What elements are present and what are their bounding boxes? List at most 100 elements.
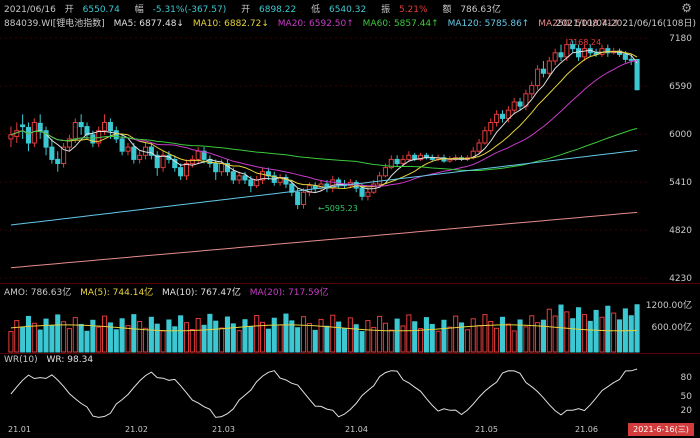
high-label: 开 6898.22 — [241, 5, 297, 15]
wr10-label: WR(10) — [4, 355, 38, 365]
volume-bar — [540, 319, 546, 353]
ma120-label: MA120: 5785.86↑ — [447, 19, 530, 29]
volume-bar — [137, 320, 143, 353]
volume-ma-line — [10, 324, 638, 332]
volume-bar — [494, 327, 500, 353]
low-marker: ←5095.23 — [318, 204, 358, 213]
wr-bar: WR(10) WR: 98.34 — [4, 355, 99, 365]
candle-body — [230, 171, 236, 181]
volume-bar — [96, 326, 102, 353]
volume-bar — [160, 330, 166, 353]
volume-bar — [482, 314, 488, 353]
candle-body — [289, 183, 295, 193]
candle-body — [359, 187, 365, 197]
candle-body — [61, 146, 67, 165]
candle-body — [634, 58, 640, 91]
volume-bar — [178, 315, 184, 353]
x-label: 21.05 — [475, 425, 498, 434]
candle-body — [546, 60, 552, 74]
volume-bar — [31, 322, 37, 353]
quote-header: 2021/06/16 开 6550.74 幅 -5.31%(-367.57) 开… — [4, 2, 513, 15]
price-tick: 7180 — [669, 34, 692, 44]
volume-bar — [236, 330, 242, 353]
volume-bar — [55, 314, 61, 353]
candle-body — [43, 130, 49, 148]
volume-bar — [283, 313, 289, 353]
volume-bar — [260, 321, 266, 353]
candle-body — [447, 158, 453, 162]
volume-bar — [470, 318, 476, 353]
volume-bar — [20, 326, 26, 353]
volume-bar — [330, 314, 336, 353]
candle-body — [581, 48, 587, 58]
index-title: 884039.WI[锂电池指数] — [4, 19, 105, 29]
candle-body — [558, 52, 564, 58]
candle-body — [102, 121, 108, 132]
volume-bar — [254, 315, 260, 353]
volume-bar — [66, 328, 72, 353]
volume-bar — [365, 320, 371, 353]
open-label: 开 6550.74 — [64, 5, 120, 15]
amo-tick: 600.00亿 — [651, 323, 693, 333]
volume-bar — [265, 328, 271, 353]
candle-body — [388, 158, 394, 169]
amo-label: AMO: 786.63亿 — [4, 288, 72, 298]
price-tick: 6000 — [669, 130, 692, 140]
candle-body — [137, 154, 143, 160]
volume-bar — [154, 323, 160, 353]
volume-bar — [336, 321, 342, 353]
volume-bar — [142, 327, 149, 353]
candle-body — [628, 58, 634, 61]
volume-bar — [382, 322, 388, 353]
volume-bar — [341, 328, 348, 353]
candle-body — [219, 163, 225, 173]
candle-body — [113, 130, 119, 140]
volume-bar — [43, 318, 49, 353]
candle-body — [236, 175, 242, 181]
candle-body — [72, 121, 78, 140]
volume-bar — [189, 328, 195, 353]
candle-body — [418, 154, 424, 160]
volume-bar — [131, 314, 137, 353]
candle-body — [511, 101, 517, 111]
candle-body — [283, 176, 289, 185]
candle-body — [382, 167, 388, 177]
x-label: 21.01 — [8, 425, 31, 434]
candle-body — [25, 126, 32, 144]
volume-bar — [599, 316, 605, 353]
volume-bar — [552, 315, 558, 353]
volume-bar — [213, 320, 219, 353]
candle-body — [494, 113, 500, 123]
volume-bar — [412, 321, 418, 353]
x-label: 21.06 — [575, 425, 598, 434]
volume-bar — [587, 320, 593, 353]
candle-body — [529, 85, 535, 95]
ma120-line — [10, 149, 638, 226]
candle-body — [400, 158, 406, 165]
candle-body — [66, 138, 72, 148]
volume-bar — [277, 324, 283, 353]
candle-body — [20, 124, 26, 128]
candle-body — [517, 101, 523, 107]
candle-body — [195, 150, 201, 160]
volume-bar — [102, 315, 108, 353]
volume-bar — [61, 321, 67, 353]
settings-icon[interactable]: ⚙ — [681, 1, 692, 15]
volume-bar — [25, 315, 32, 353]
amo-ma10-label: MA(10): 767.47亿 — [162, 288, 241, 298]
volume-bar — [511, 330, 517, 353]
volume-bar — [394, 318, 400, 353]
volume-bar — [306, 323, 312, 353]
candle-body — [160, 154, 166, 169]
ma5-label: MA5: 6877.48↓ — [113, 19, 184, 29]
volume-bar — [359, 331, 365, 353]
volume-bar — [505, 323, 511, 353]
candle-body — [552, 52, 558, 62]
candle-body — [622, 53, 628, 60]
volume-bar — [435, 330, 441, 353]
volume-bar — [195, 317, 201, 353]
volume-bar — [148, 316, 154, 353]
volume-bar — [546, 308, 552, 353]
price-tick: 6590 — [669, 82, 692, 92]
